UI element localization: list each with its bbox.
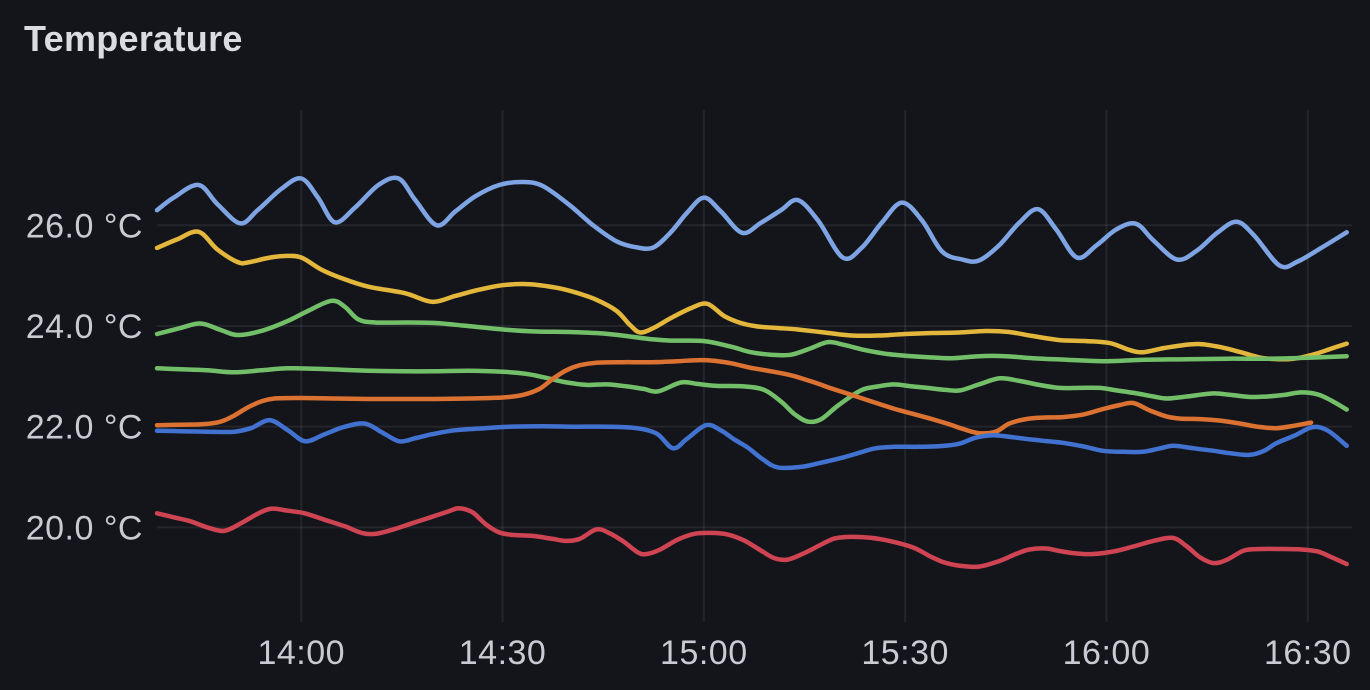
y-tick-label: 22.0 °C — [26, 409, 143, 447]
series-green-lower-line — [154, 365, 1349, 425]
x-tick-label: 16:30 — [1264, 634, 1352, 672]
x-tick-label: 14:00 — [257, 634, 345, 672]
y-tick-label: 24.0 °C — [26, 308, 143, 346]
series-yellow-line — [154, 229, 1349, 362]
series-orange-line — [154, 357, 1314, 436]
x-tick-label: 15:00 — [660, 634, 748, 672]
x-tick-label: 15:30 — [861, 634, 949, 672]
y-tick-label: 20.0 °C — [26, 509, 143, 547]
x-tick-label: 16:00 — [1063, 634, 1151, 672]
series-blue-line — [154, 417, 1349, 471]
y-tick-label: 26.0 °C — [26, 207, 143, 245]
x-tick-label: 14:30 — [459, 634, 547, 672]
panel-title[interactable]: Temperature — [24, 18, 243, 59]
series-green-upper-line — [154, 298, 1349, 364]
series-red-line — [154, 505, 1349, 570]
series-light-blue-oscillating-line — [154, 175, 1349, 270]
